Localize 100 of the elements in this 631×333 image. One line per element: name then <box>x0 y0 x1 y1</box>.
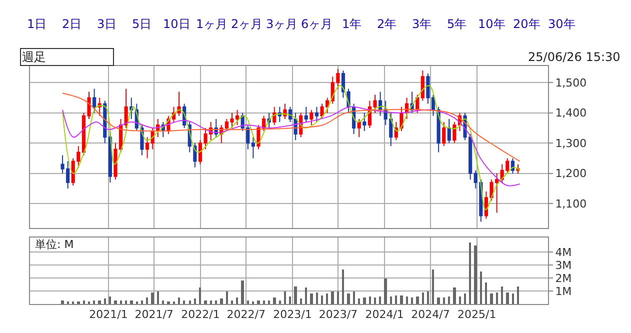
x-tick-label: 2025/1 <box>458 308 496 322</box>
y-tick-label: 1,100 <box>555 197 587 210</box>
candlestick <box>92 88 96 114</box>
candlestick <box>272 106 276 126</box>
bar <box>326 293 328 304</box>
bar <box>162 300 164 304</box>
bar <box>88 301 90 304</box>
bar <box>273 297 276 304</box>
candlestick <box>378 91 382 116</box>
candlestick <box>357 118 361 138</box>
bar <box>432 269 434 304</box>
bar <box>199 287 201 304</box>
bar <box>241 280 244 304</box>
candlestick <box>251 136 255 159</box>
bar <box>130 300 133 304</box>
text: 25/06/26 15:30 <box>528 50 620 64</box>
candlestick <box>447 118 451 144</box>
bar <box>141 300 143 304</box>
bar <box>83 300 85 304</box>
bar <box>459 296 461 304</box>
y-tick-label: 1,200 <box>555 167 587 180</box>
bar <box>517 286 519 304</box>
x-tick-label: 2021/7 <box>134 308 174 322</box>
candlestick <box>145 136 150 159</box>
y-tick-label: 3M <box>555 259 572 272</box>
bar <box>194 298 196 304</box>
candlestick <box>288 106 292 122</box>
x-tick-label: 2023/1 <box>273 308 312 322</box>
bar <box>146 297 148 304</box>
bar <box>247 300 249 304</box>
bar <box>337 291 339 304</box>
candlestick <box>310 109 314 126</box>
x-tick-label: 2024/1 <box>365 308 404 322</box>
bar <box>120 300 122 304</box>
bar <box>178 297 180 304</box>
bar <box>257 300 260 304</box>
bar <box>331 291 334 304</box>
bar <box>189 300 191 304</box>
bar <box>220 298 223 304</box>
text: 3ヶ月 <box>266 17 298 31</box>
bar <box>300 298 302 304</box>
bar <box>464 293 466 304</box>
bar <box>279 300 281 304</box>
bar <box>400 295 403 304</box>
bar <box>236 297 238 304</box>
y-tick-label: 2M <box>555 272 572 285</box>
candlestick <box>304 106 308 122</box>
bar <box>157 291 159 304</box>
bar <box>231 300 233 304</box>
bar <box>496 292 498 304</box>
bar <box>252 301 254 304</box>
text: 1年 <box>342 17 362 31</box>
bar <box>480 271 482 304</box>
bar <box>67 301 69 304</box>
line-series <box>62 92 520 162</box>
bar <box>268 300 270 304</box>
bar <box>501 286 503 304</box>
bar <box>93 300 95 304</box>
bar <box>411 297 413 304</box>
candlestick <box>362 112 366 132</box>
bar <box>289 296 291 304</box>
text: 5日 <box>132 17 152 31</box>
bar <box>215 300 217 304</box>
bar <box>167 301 170 304</box>
bar <box>294 286 297 304</box>
bar <box>114 300 117 304</box>
bar <box>374 297 376 304</box>
bar <box>316 292 318 304</box>
candlestick <box>314 106 319 122</box>
bar <box>390 296 392 304</box>
bar <box>358 298 360 304</box>
x-tick-label: 2022/7 <box>226 308 266 322</box>
text: 3日 <box>97 17 117 31</box>
bar <box>104 298 106 304</box>
bar <box>512 293 514 304</box>
candlestick <box>452 121 456 144</box>
candlestick <box>510 158 514 174</box>
bar <box>263 300 265 304</box>
bar <box>453 287 456 304</box>
candlestick <box>98 97 102 116</box>
bar <box>506 292 509 304</box>
text: 週足 <box>22 50 46 64</box>
x-tick-label: 2024/7 <box>411 308 450 322</box>
text: 3年 <box>412 17 432 31</box>
bar <box>416 296 419 304</box>
bar <box>347 293 350 304</box>
bar <box>173 301 175 304</box>
text: 6ヶ月 <box>301 17 333 31</box>
candlestick <box>177 91 181 116</box>
candlestick <box>124 88 128 129</box>
bar <box>437 297 440 304</box>
bar <box>98 300 101 304</box>
bar <box>448 296 450 304</box>
text: 2日 <box>62 17 82 31</box>
text: 10年 <box>478 17 506 31</box>
candlestick <box>420 70 424 102</box>
text: 20年 <box>513 17 540 31</box>
text: 2ヶ月 <box>231 17 263 31</box>
bar <box>204 300 207 304</box>
bar <box>61 300 64 304</box>
